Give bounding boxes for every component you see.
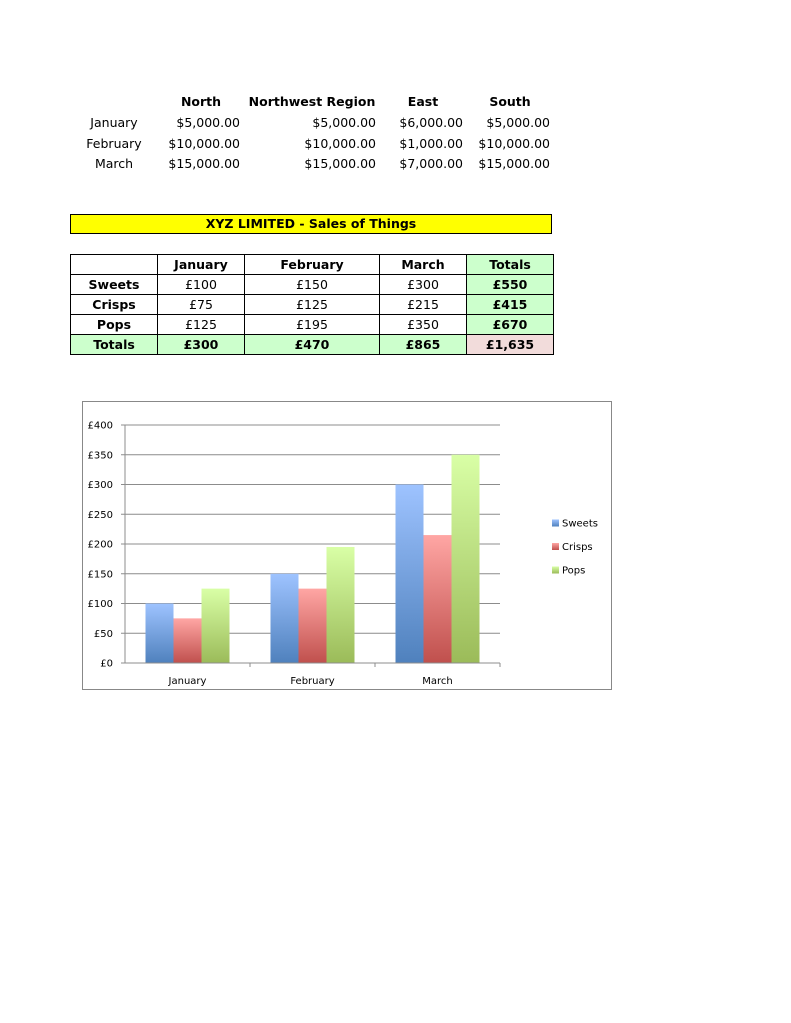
legend-label-pops: Pops <box>562 566 585 577</box>
cell-east: $6,000.00 <box>399 115 463 130</box>
sales-title: XYZ LIMITED - Sales of Things <box>70 214 552 234</box>
legend-label-sweets: Sweets <box>562 519 598 530</box>
bar-pops-february <box>326 546 355 663</box>
header-february: February <box>244 254 380 275</box>
sales-table: January February March Totals Sweets £10… <box>70 254 554 355</box>
row-total: £670 <box>466 314 554 335</box>
total-february: £470 <box>244 334 380 355</box>
header-totals: Totals <box>466 254 554 275</box>
table-row: Pops £125 £195 £350 £670 <box>70 314 554 335</box>
header-january: January <box>157 254 245 275</box>
y-tick-label: £350 <box>88 450 113 461</box>
row-label: Sweets <box>70 274 158 295</box>
header-northwest: Northwest Region <box>248 94 376 109</box>
x-tick-label: March <box>422 676 452 687</box>
chart-svg: £0 £50 £100 £150 £200 £250 £300 £350 £400 January… <box>88 421 598 688</box>
table-cell: £150 <box>244 274 380 295</box>
legend-swatch-crisps <box>552 543 559 550</box>
bar-sweets-january <box>145 603 174 663</box>
header-blank <box>70 254 158 275</box>
x-tick-label: January <box>168 676 207 687</box>
cell-northwest: $15,000.00 <box>304 156 376 171</box>
totals-label: Totals <box>70 334 158 355</box>
cell-north: $15,000.00 <box>168 156 240 171</box>
cell-north: $10,000.00 <box>168 136 240 151</box>
y-tick-label: £100 <box>88 599 113 610</box>
bar-pops-march <box>451 454 480 663</box>
table-row: Sweets £100 £150 £300 £550 <box>70 274 554 295</box>
region-row-march: March $15,000.00 $15,000.00 $7,000.00 $1… <box>76 154 556 174</box>
table-row: Crisps £75 £125 £215 £415 <box>70 294 554 315</box>
bar-crisps-january <box>173 618 202 663</box>
y-tick-label: £150 <box>88 569 113 580</box>
cell-east: $7,000.00 <box>399 156 463 171</box>
y-tick-label: £250 <box>88 510 113 521</box>
grand-total: £1,635 <box>466 334 554 355</box>
table-cell: £125 <box>157 314 245 335</box>
totals-row: Totals £300 £470 £865 £1,635 <box>70 334 554 355</box>
y-tick-label: £300 <box>88 480 113 491</box>
cell-northwest: $10,000.00 <box>304 136 376 151</box>
header-east: East <box>407 94 439 109</box>
bar-sweets-february <box>270 573 299 663</box>
y-tick-label: £200 <box>88 540 113 551</box>
row-label: January <box>90 115 138 130</box>
y-tick-label: £50 <box>94 629 113 640</box>
total-march: £865 <box>379 334 467 355</box>
cell-north: $5,000.00 <box>176 115 240 130</box>
bar-crisps-march <box>423 535 452 663</box>
table-cell: £215 <box>379 294 467 315</box>
row-total: £415 <box>466 294 554 315</box>
row-label: March <box>94 156 134 171</box>
header-north: North <box>180 94 222 109</box>
row-total: £550 <box>466 274 554 295</box>
row-label: Crisps <box>70 294 158 315</box>
y-tick-label: £400 <box>88 421 113 432</box>
table-cell: £125 <box>244 294 380 315</box>
legend-swatch-sweets <box>552 519 559 527</box>
cell-south: $10,000.00 <box>478 136 550 151</box>
y-tick-label: £0 <box>100 659 113 670</box>
table-cell: £75 <box>157 294 245 315</box>
region-header-row: North Northwest Region East South <box>76 92 556 112</box>
bar-crisps-february <box>298 588 327 663</box>
table-cell: £100 <box>157 274 245 295</box>
table-cell: £350 <box>379 314 467 335</box>
legend-label-crisps: Crisps <box>562 542 593 553</box>
table-cell: £300 <box>379 274 467 295</box>
legend-swatch-pops <box>552 566 559 574</box>
region-row-february: February $10,000.00 $10,000.00 $1,000.00… <box>76 134 556 154</box>
cell-east: $1,000.00 <box>399 136 463 151</box>
bar-pops-january <box>201 588 230 663</box>
cell-northwest: $5,000.00 <box>312 115 376 130</box>
row-label: Pops <box>70 314 158 335</box>
total-january: £300 <box>157 334 245 355</box>
table-cell: £195 <box>244 314 380 335</box>
header-march: March <box>379 254 467 275</box>
cell-south: $5,000.00 <box>486 115 550 130</box>
x-tick-label: February <box>290 676 334 687</box>
row-label: February <box>86 136 142 151</box>
cell-south: $15,000.00 <box>478 156 550 171</box>
header-south: South <box>489 94 531 109</box>
bar-sweets-march <box>395 484 424 663</box>
region-row-january: January $5,000.00 $5,000.00 $6,000.00 $5… <box>76 113 556 133</box>
sales-header-row: January February March Totals <box>70 254 554 275</box>
sales-chart: £0 £50 £100 £150 £200 £250 £300 £350 £400 January… <box>82 401 612 690</box>
